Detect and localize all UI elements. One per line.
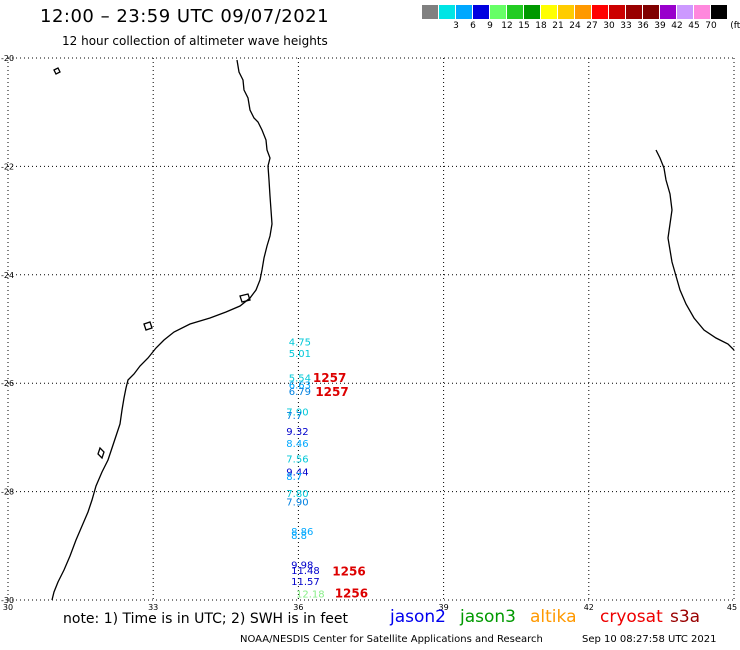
island bbox=[53, 67, 61, 75]
africa-coastline bbox=[51, 59, 273, 601]
legend-swatch bbox=[507, 5, 523, 19]
legend-swatch bbox=[660, 5, 676, 19]
wave-height-value: 7.90 bbox=[286, 498, 308, 509]
legend-swatch bbox=[575, 5, 591, 19]
satellite-jason2: jason2 bbox=[390, 607, 446, 627]
legend-label: 30 bbox=[603, 21, 615, 31]
madagascar-coastline bbox=[655, 149, 735, 351]
coastline bbox=[51, 59, 735, 601]
footnote: note: 1) Time is in UTC; 2) SWH is in fe… bbox=[63, 611, 349, 627]
wave-height-value: 4.75 bbox=[289, 337, 311, 348]
page-title: 12:00 – 23:59 UTC 09/07/2021 bbox=[40, 6, 330, 27]
satellite-s3a: s3a bbox=[670, 607, 701, 627]
lon-tick-label: 42 bbox=[584, 603, 594, 612]
legend-label: 3 bbox=[453, 21, 459, 31]
legend-label: 45 bbox=[688, 21, 700, 31]
wave-height-value: 9.98 bbox=[291, 561, 313, 572]
legend-swatch bbox=[626, 5, 642, 19]
legend-swatch bbox=[677, 5, 693, 19]
legend-swatch bbox=[711, 5, 727, 19]
island bbox=[97, 446, 105, 460]
legend-unit: (ft) bbox=[730, 21, 740, 31]
wave-height-value: 7.56 bbox=[286, 454, 308, 465]
wave-height-labels: 4.755.015.546.636.797.907.79.328.467.569… bbox=[286, 337, 324, 600]
legend-swatch bbox=[439, 5, 455, 19]
legend-label: 39 bbox=[654, 21, 666, 31]
legend-swatch bbox=[694, 5, 710, 19]
wave-height-value: 6.63 bbox=[289, 381, 311, 392]
legend-swatch bbox=[558, 5, 574, 19]
wave-height-value: 8.86 bbox=[291, 527, 313, 538]
legend-swatch bbox=[541, 5, 557, 19]
legend-label: 42 bbox=[671, 21, 683, 31]
wave-height-value: 6.79 bbox=[289, 387, 311, 398]
legend-label: 18 bbox=[535, 21, 547, 31]
wave-height-value: 11.48 bbox=[291, 566, 320, 577]
satellite-cryosat: cryosat bbox=[600, 607, 663, 627]
wave-height-value: 7.80 bbox=[286, 489, 308, 500]
legend-swatch bbox=[592, 5, 608, 19]
legend-swatch bbox=[490, 5, 506, 19]
legend-swatch bbox=[473, 5, 489, 19]
legend-label: 15 bbox=[518, 21, 530, 31]
pass-number: 1256 bbox=[332, 565, 365, 579]
wave-height-value: 11.57 bbox=[291, 577, 320, 588]
wave-height-value: 7.90 bbox=[286, 408, 308, 419]
legend-swatch bbox=[524, 5, 540, 19]
lat-tick-label: -26 bbox=[1, 379, 14, 388]
wave-height-value: 9.32 bbox=[286, 427, 308, 438]
credit-line: NOAA/NESDIS Center for Satellite Applica… bbox=[240, 634, 543, 645]
island bbox=[239, 293, 251, 303]
wave-height-value: 7.7 bbox=[286, 411, 302, 422]
pass-number: 1257 bbox=[313, 371, 346, 385]
pass-number: 1256 bbox=[335, 586, 368, 600]
legend-label: 70 bbox=[705, 21, 717, 31]
satellite-jason3: jason3 bbox=[460, 607, 516, 627]
wave-height-value: 8.8 bbox=[291, 531, 307, 542]
legend-label: 27 bbox=[586, 21, 598, 31]
wave-height-value: 12.18 bbox=[296, 589, 325, 600]
legend-label: 21 bbox=[552, 21, 564, 31]
generated-timestamp: Sep 10 08:27:58 UTC 2021 bbox=[582, 634, 717, 645]
legend-label: 33 bbox=[620, 21, 632, 31]
lat-tick-label: -24 bbox=[1, 271, 14, 280]
legend-swatch bbox=[609, 5, 625, 19]
legend-label: 36 bbox=[637, 21, 649, 31]
pass-number: 1257 bbox=[315, 385, 348, 399]
lon-tick-label: 39 bbox=[439, 603, 449, 612]
page-subtitle: 12 hour collection of altimeter wave hei… bbox=[62, 34, 328, 48]
wave-height-value: 5.54 bbox=[289, 374, 311, 385]
legend-label: 9 bbox=[487, 21, 493, 31]
legend-swatch bbox=[422, 5, 438, 19]
wave-height-value: 8.7 bbox=[286, 472, 302, 483]
lon-tick-label: 33 bbox=[148, 603, 158, 612]
lat-tick-label: -30 bbox=[1, 596, 14, 605]
lat-tick-label: -28 bbox=[1, 488, 14, 497]
legend-label: 24 bbox=[569, 21, 581, 31]
lon-tick-label: 36 bbox=[293, 603, 303, 612]
satellite-altika: altika bbox=[530, 607, 577, 627]
lon-tick-label: 45 bbox=[727, 603, 737, 612]
island bbox=[143, 321, 153, 331]
legend-label: 12 bbox=[501, 21, 513, 31]
legend-swatch bbox=[456, 5, 472, 19]
legend-swatch bbox=[643, 5, 659, 19]
wave-height-value: 8.46 bbox=[286, 439, 308, 450]
lon-tick-label: 30 bbox=[3, 603, 13, 612]
wave-height-value: 5.01 bbox=[289, 349, 311, 360]
legend-label: 6 bbox=[470, 21, 476, 31]
wave-height-value: 9.44 bbox=[286, 467, 308, 478]
